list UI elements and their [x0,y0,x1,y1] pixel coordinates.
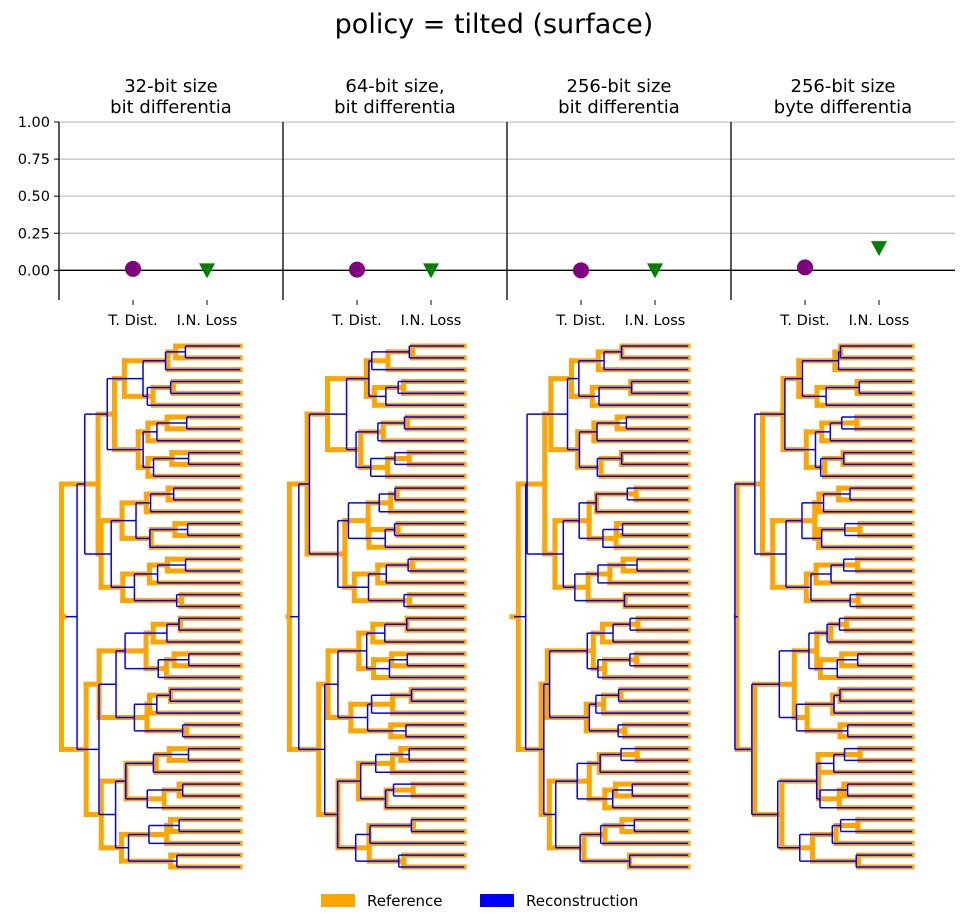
in-loss-marker [423,263,439,279]
panel-title: 32-bit size bit differentia [110,76,232,118]
y-tick-label: 1.00 [18,115,50,131]
panel-3: 256-bit size bit differentia T. Dist. I.N. … [506,76,731,329]
legend-label-reconstruction: Reconstruction [526,892,638,910]
panel-1: 32-bit size bit differentia 1.00 0.75 0.50 0.… [18,76,283,329]
in-loss-marker [199,263,215,279]
panel-4: 256-bit size byte differentia T. Dist. I.N.… [730,76,955,329]
figure-title: policy = tilted (surface) [335,9,654,40]
reconstruction-tree [514,345,688,868]
t-dist-marker [797,259,813,276]
panel-title-line: bit differentia [110,97,232,118]
tree-2 [285,343,467,870]
legend: Reference Reconstruction [321,892,638,910]
in-loss-marker [647,263,663,279]
x-tick-label: I.N. Loss [401,313,462,329]
panel-title: 256-bit size byte differentia [774,76,912,118]
t-dist-marker [125,260,141,277]
tree-3 [509,343,691,870]
panel-title-line: bit differentia [558,97,680,118]
panel-title-line: 64-bit size, [345,76,444,97]
panel-title-line: bit differentia [334,97,456,118]
reconstruction-tree [66,345,240,868]
y-tick-label: 0.75 [18,152,50,168]
y-tick-label: 0.00 [18,263,50,279]
x-tick-label: I.N. Loss [177,313,238,329]
panel-2: 64-bit size, bit differentia T. Dist. I.N. … [282,76,507,329]
panel-title: 256-bit size bit differentia [558,76,680,118]
panel-title-line: byte differentia [774,97,912,118]
panel-title-line: 32-bit size [124,76,218,97]
x-tick-label: T. Dist. [779,313,829,329]
x-tick-label: I.N. Loss [625,313,686,329]
panel-title: 64-bit size, bit differentia [334,76,456,118]
tree-1 [58,343,243,870]
y-tick-label: 0.50 [18,189,50,205]
reconstruction-tree [290,345,464,868]
y-tick-label: 0.25 [18,226,50,242]
tree-4 [733,343,915,870]
reconstruction-tree [734,345,912,868]
panel-title-line: 256-bit size [567,76,672,97]
trees [58,343,915,870]
x-tick-label: T. Dist. [331,313,381,329]
legend-swatch-reference [321,894,355,907]
x-tick-label: I.N. Loss [849,313,910,329]
panels: 32-bit size bit differentia1.000.750.500.… [18,76,955,329]
legend-label-reference: Reference [367,892,443,910]
panel-title-line: 256-bit size [791,76,896,97]
x-tick-label: T. Dist. [107,313,157,329]
legend-swatch-reconstruction [480,894,514,907]
x-tick-label: T. Dist. [555,313,605,329]
t-dist-marker [349,261,365,278]
t-dist-marker [573,262,589,279]
in-loss-marker [871,241,887,257]
